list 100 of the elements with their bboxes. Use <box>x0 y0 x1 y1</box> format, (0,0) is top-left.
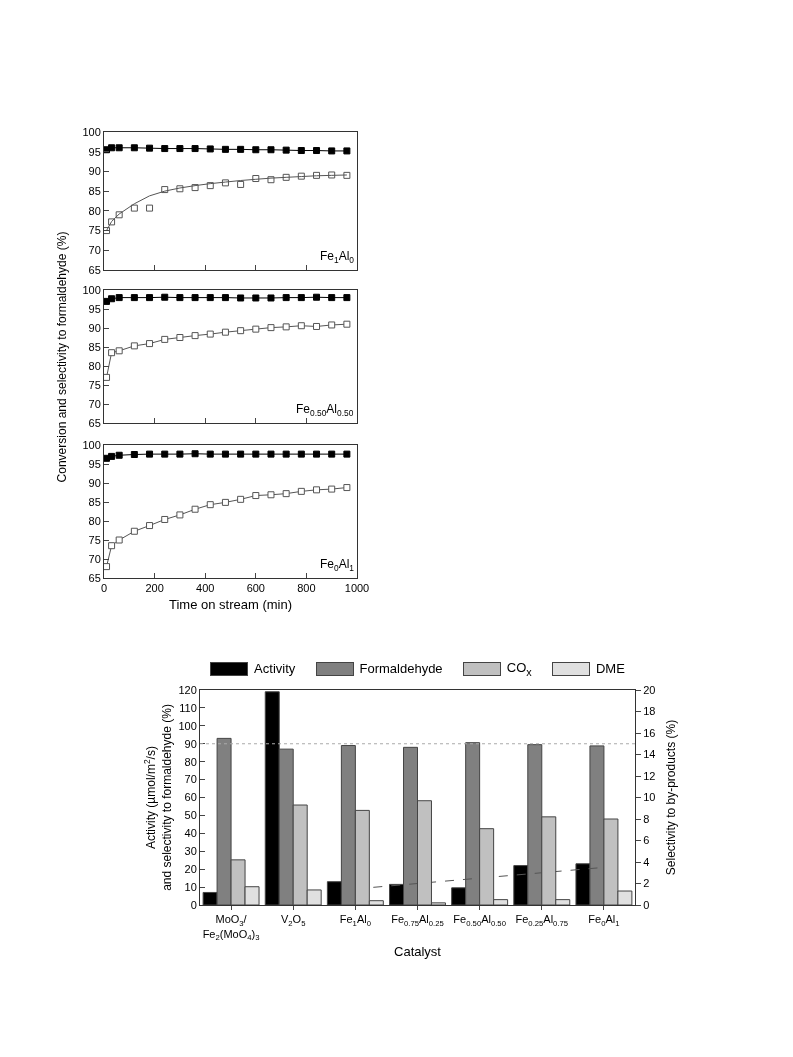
y2-tick-label: 0 <box>643 898 650 911</box>
point <box>252 450 260 458</box>
point <box>297 450 305 458</box>
y2-tick-label: 10 <box>643 791 656 804</box>
y-tick-label: 90 <box>88 321 101 334</box>
point <box>176 511 184 519</box>
y-tick-label: 100 <box>82 283 101 296</box>
point <box>161 450 169 458</box>
y2-tick-label: 12 <box>643 769 656 782</box>
point <box>221 328 229 336</box>
point <box>130 451 138 458</box>
point <box>328 147 336 155</box>
point <box>221 145 229 153</box>
point <box>313 322 321 330</box>
point <box>297 322 305 330</box>
x-tick-label: Fe$_{0}$Al$_{1}$ <box>588 913 620 928</box>
point <box>252 294 260 302</box>
y-tick-label: 110 <box>179 701 197 714</box>
y-tick-label: 120 <box>178 683 197 696</box>
point <box>282 146 290 154</box>
y-tick-label: 95 <box>88 145 101 158</box>
y-tick-label: 85 <box>88 184 101 197</box>
point <box>176 145 184 153</box>
y-tick-label: 65 <box>88 571 101 584</box>
point <box>282 294 290 302</box>
point <box>267 450 275 458</box>
point <box>343 147 351 155</box>
y-tick-label: 70 <box>88 397 101 410</box>
point <box>206 294 214 302</box>
legend-label: CO$_{x}$ <box>506 660 532 678</box>
point <box>267 146 275 154</box>
y-axis-title: Conversion and selectivity to formaldehyde (%) <box>55 231 69 482</box>
point <box>252 146 260 154</box>
x-tick-label: 400 <box>196 582 215 595</box>
point <box>282 323 290 331</box>
y-tick-label: 50 <box>184 809 197 822</box>
point <box>297 147 305 155</box>
y-tick-label: 70 <box>88 552 101 565</box>
point <box>115 144 123 152</box>
point <box>191 505 199 513</box>
point <box>115 536 123 544</box>
y-tick-label: 0 <box>190 898 197 911</box>
y-tick-label: 20 <box>184 863 197 876</box>
y-tick-label: 80 <box>88 514 101 527</box>
y-tick-label: 100 <box>178 719 197 732</box>
legend-label: DME <box>595 661 625 677</box>
point <box>252 325 260 333</box>
legend-label: Activity <box>254 661 296 677</box>
point <box>176 334 184 341</box>
point <box>191 450 199 458</box>
point <box>161 515 169 523</box>
y-tick-label: 80 <box>184 755 197 768</box>
point <box>237 180 245 188</box>
point <box>282 450 290 458</box>
point <box>237 327 245 335</box>
point <box>221 294 229 302</box>
point <box>328 321 336 329</box>
point <box>104 373 111 381</box>
point <box>176 450 184 458</box>
y2-tick-label: 20 <box>643 683 656 696</box>
point <box>130 294 138 302</box>
point <box>108 452 116 460</box>
y-tick-label: 65 <box>88 416 101 429</box>
point <box>252 492 260 500</box>
point <box>237 145 245 153</box>
y2-tick-label: 2 <box>643 877 650 890</box>
y-tick-label: 30 <box>184 845 197 858</box>
point <box>108 144 116 152</box>
y-tick-label: 10 <box>184 880 197 893</box>
point <box>267 294 275 302</box>
point <box>191 145 199 153</box>
x-tick-label: 600 <box>246 582 265 595</box>
y2-tick-label: 16 <box>643 726 656 739</box>
legend-label: Formaldehyde <box>359 661 443 677</box>
point <box>206 501 214 509</box>
point <box>328 450 336 458</box>
point <box>297 294 305 302</box>
y-tick-label: 65 <box>88 263 101 276</box>
y-tick-label: 90 <box>88 165 101 178</box>
point <box>343 484 351 492</box>
point <box>237 294 245 302</box>
y-tick-label: 70 <box>88 244 101 257</box>
point <box>206 330 214 338</box>
point <box>161 293 169 301</box>
y-tick-label: 75 <box>88 224 101 237</box>
point <box>297 487 305 495</box>
point <box>176 294 184 302</box>
x-tick-label: 800 <box>297 582 316 595</box>
point <box>161 145 169 153</box>
point <box>328 485 336 493</box>
x-tick-label: Fe$_{0.50}$Al$_{0.50}$ <box>453 913 506 928</box>
point <box>343 320 351 328</box>
point <box>343 294 351 302</box>
x-axis-title: Catalyst <box>394 944 442 960</box>
category-label: MoO$_{3}$/ Fe$_{2}$(MoO$_{4}$)$_{3}$ <box>202 913 260 942</box>
y-tick-label: 90 <box>88 476 101 489</box>
y2-tick-label: 8 <box>643 812 650 825</box>
y-tick-label: 100 <box>82 125 101 138</box>
point <box>146 450 154 458</box>
point <box>130 527 138 535</box>
